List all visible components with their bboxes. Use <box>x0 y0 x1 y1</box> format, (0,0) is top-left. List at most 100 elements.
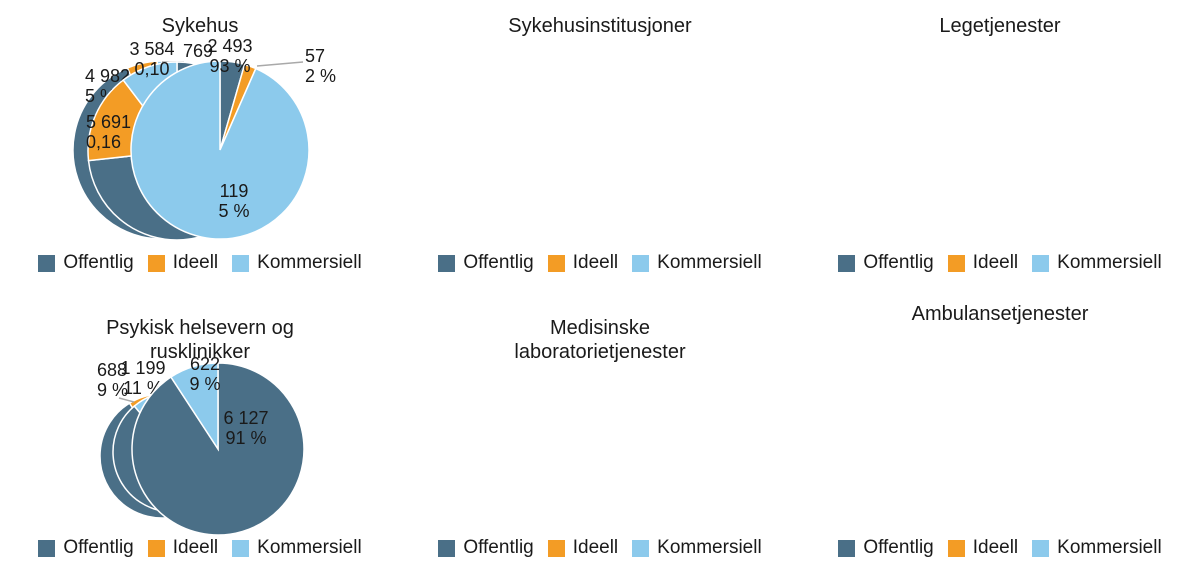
slice-value-label: 3 584 <box>129 39 174 59</box>
legend-label: Ideell <box>572 537 619 558</box>
chart-title-line: Ambulansetjenester <box>911 303 1089 325</box>
chart-title: Sykehusinstitusjoner <box>400 14 800 38</box>
legend-swatch <box>547 254 565 272</box>
legend-label: Kommersiell <box>657 537 762 558</box>
pie-panel-medisinske-laboratorietjenester: Medisinskelaboratorietjenester9 56489 %1… <box>112 288 800 576</box>
slice-value-label: 57 <box>305 46 325 66</box>
chart-title: Medisinske laboratorietjenester <box>400 316 800 364</box>
legend-swatch <box>632 254 650 272</box>
slice-value-label: 622 <box>190 354 220 374</box>
legend-swatch <box>38 539 56 557</box>
legend-item-offentlig: Offentlig <box>438 252 534 274</box>
slice-value-label: 119 <box>220 181 249 201</box>
chart-legend: Offentlig Ideell Kommersiell <box>800 537 1200 559</box>
legend-label: Ideell <box>172 537 219 558</box>
legend-item-offentlig: Offentlig <box>838 537 934 559</box>
legend-label: Ideell <box>972 252 1019 273</box>
legend-swatch <box>632 539 650 557</box>
legend-item-kommersiell: Kommersiell <box>1032 537 1162 559</box>
legend-item-ideell: Ideell <box>947 537 1019 559</box>
legend-label: Offentlig <box>863 252 934 273</box>
chart-title-line: rusklinikker <box>149 341 251 363</box>
pie-slice-kommersiell <box>169 362 219 452</box>
slice-value-label: 1 199 <box>120 358 165 378</box>
legend-swatch <box>1032 539 1050 557</box>
legend-swatch <box>232 539 250 557</box>
slice-percent-label: 93 % <box>209 56 250 76</box>
legend-swatch <box>547 539 565 557</box>
slice-percent-label: 0,16 <box>86 132 121 152</box>
pie-panel-legetjenester: Legetjenester 119 5 % 57 2 % 2 493 93 % Offentl… <box>130 0 1200 288</box>
legend-swatch <box>38 254 56 272</box>
chart-title: Legetjenester <box>800 14 1200 38</box>
chart-title: Sykehus <box>0 14 400 38</box>
legend-item-offentlig: Offentlig <box>838 252 934 274</box>
chart-legend: Offentlig Ideell Kommersiell <box>0 252 400 274</box>
slice-percent-label: 0,10 <box>134 59 169 79</box>
legend-swatch <box>147 539 165 557</box>
label-leader-line <box>118 397 135 403</box>
chart-title-line: Sykehus <box>161 15 239 37</box>
slice-percent-label: 9 % <box>189 374 220 394</box>
legend-swatch <box>947 254 965 272</box>
chart-title: Psykisk helsevern og rusklinikker <box>0 316 400 364</box>
legend-swatch <box>147 254 165 272</box>
legend-label: Kommersiell <box>1057 252 1162 273</box>
legend-swatch <box>838 254 856 272</box>
legend-item-kommersiell: Kommersiell <box>632 537 762 559</box>
legend-item-offentlig: Offentlig <box>438 537 534 559</box>
chart-title: Ambulansetjenester <box>800 302 1200 326</box>
legend-label: Offentlig <box>63 252 134 273</box>
slice-percent-label: 9 % <box>97 380 128 400</box>
legend-label: Offentlig <box>863 537 934 558</box>
legend-swatch <box>232 254 250 272</box>
legend-label: Kommersiell <box>257 537 362 558</box>
legend-label: Kommersiell <box>257 252 362 273</box>
slice-value-label: 5 691 <box>86 112 131 132</box>
legend-item-kommersiell: Kommersiell <box>232 252 362 274</box>
legend-item-offentlig: Offentlig <box>38 252 134 274</box>
chart-title-line: Psykisk helsevern og <box>106 317 294 339</box>
legend-swatch <box>838 539 856 557</box>
chart-title-line: Medisinske <box>549 317 651 339</box>
legend-item-kommersiell: Kommersiell <box>1032 252 1162 274</box>
legend-item-ideell: Ideell <box>947 252 1019 274</box>
slice-percent-label: 2 % <box>305 66 336 86</box>
slice-value-label: 769 <box>183 41 213 61</box>
chart-title-line: laboratorietjenester <box>514 341 686 363</box>
legend-label: Kommersiell <box>1057 537 1162 558</box>
legend-label: Offentlig <box>63 537 134 558</box>
legend-item-ideell: Ideell <box>547 252 619 274</box>
chart-legend: Offentlig Ideell Kommersiell <box>400 537 800 559</box>
legend-label: Ideell <box>172 252 219 273</box>
slice-value-label: 4 982 <box>85 66 130 86</box>
label-leader-line <box>256 61 304 67</box>
pie-panel-sykehusinstitusjoner: Sykehusinstitusjoner25 4400,735 6910,163… <box>86 0 800 288</box>
chart-title-line: Legetjenester <box>939 15 1061 37</box>
chart-legend: Offentlig Ideell Kommersiell <box>800 252 1200 274</box>
legend-label: Offentlig <box>463 537 534 558</box>
legend-item-ideell: Ideell <box>147 252 219 274</box>
pie-panel-ambulansetjenester: Ambulansetjenester 6 127 91 % 622 9 % Offentl… <box>131 288 1200 576</box>
legend-swatch <box>1032 254 1050 272</box>
slice-value-label: 688 <box>97 360 127 380</box>
slice-percent-label: 5 % <box>218 201 249 221</box>
slice-value-label: 2 493 <box>207 36 252 56</box>
legend-label: Ideell <box>572 252 619 273</box>
legend-swatch <box>438 539 456 557</box>
pie-slice-kommersiell <box>130 60 310 240</box>
legend-label: Ideell <box>972 537 1019 558</box>
legend-item-kommersiell: Kommersiell <box>632 252 762 274</box>
legend-item-ideell: Ideell <box>147 537 219 559</box>
legend-item-ideell: Ideell <box>547 537 619 559</box>
legend-label: Offentlig <box>463 252 534 273</box>
legend-label: Kommersiell <box>657 252 762 273</box>
chart-title-line: Sykehusinstitusjoner <box>508 15 692 37</box>
chart-legend: Offentlig Ideell Kommersiell <box>400 252 800 274</box>
legend-swatch <box>947 539 965 557</box>
